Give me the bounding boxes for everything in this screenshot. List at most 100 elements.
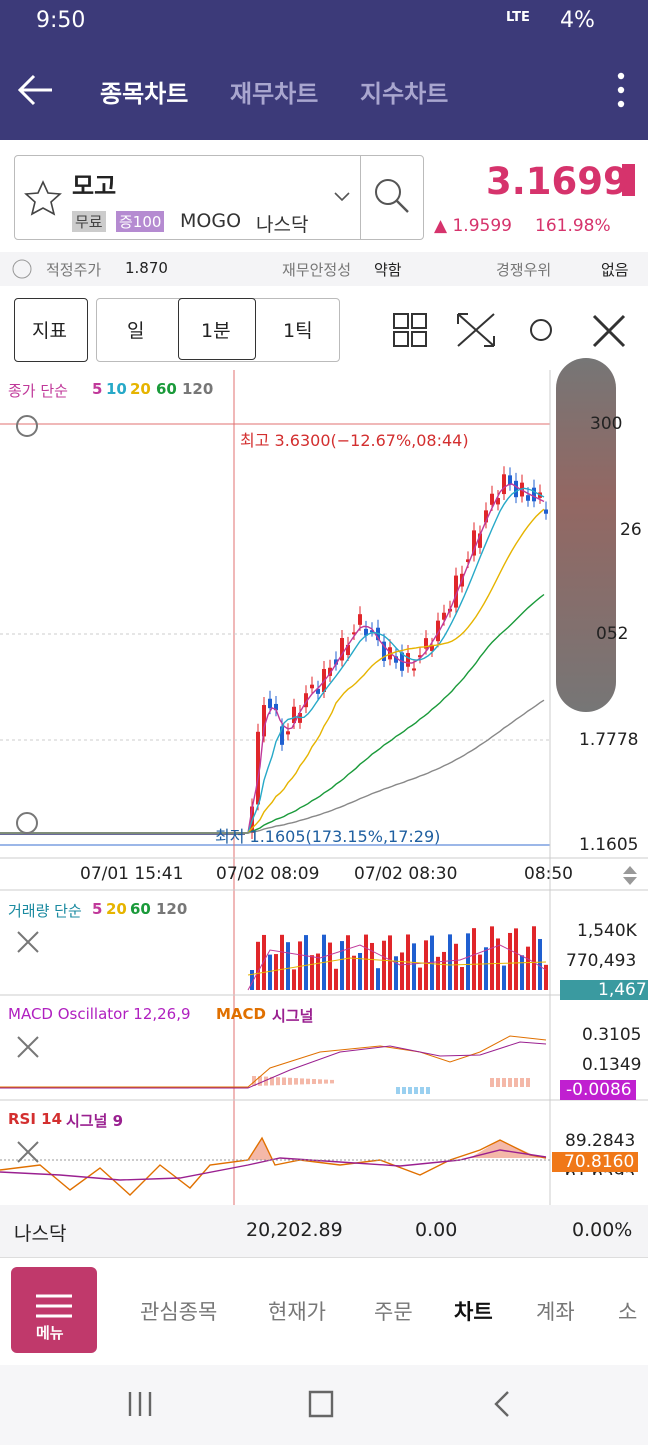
help-icon xyxy=(12,259,32,279)
search-box[interactable] xyxy=(14,155,424,240)
candle-body xyxy=(292,706,296,724)
index-row xyxy=(0,1205,648,1257)
price-axis-label: 1.1605 xyxy=(579,835,639,855)
x-axis-label: 07/02 08:30 xyxy=(354,864,458,884)
volume-bar xyxy=(520,955,524,990)
candle-body xyxy=(316,688,320,694)
tools-icon xyxy=(592,314,626,348)
macd-hist xyxy=(526,1078,530,1087)
info-label: 재무안정성 xyxy=(282,261,352,279)
gear-icon xyxy=(530,319,552,341)
candle-body xyxy=(358,614,362,625)
price-axis-label: 300 xyxy=(590,414,623,434)
indicator-button[interactable] xyxy=(14,298,88,362)
tag: 증100 xyxy=(116,211,165,232)
stock-name: 모고 xyxy=(72,172,117,200)
candle-body xyxy=(340,638,344,661)
macd-hist xyxy=(288,1077,292,1085)
volume-bar xyxy=(526,946,530,990)
price-axis-label: 1.7778 xyxy=(579,730,639,750)
volume-bar xyxy=(538,938,542,990)
candle-body xyxy=(406,653,410,667)
tool-icons xyxy=(393,313,495,347)
close-icon xyxy=(17,1141,39,1163)
candle-body xyxy=(526,495,530,501)
candle-body xyxy=(262,705,266,737)
nav-item: 관심종목 xyxy=(140,1300,218,1324)
legend-period: 60 xyxy=(156,380,177,398)
volume-bar xyxy=(286,942,290,990)
volume-bar xyxy=(292,969,296,990)
volume-bar xyxy=(268,954,272,990)
info-label: 적정주가 xyxy=(46,261,102,279)
candle-body xyxy=(490,493,494,505)
macd-hist xyxy=(312,1079,316,1084)
moving-average xyxy=(0,508,545,834)
volume-bar xyxy=(346,935,350,990)
legend-period: 10 xyxy=(106,380,127,398)
candle-body xyxy=(514,480,518,498)
candle-body xyxy=(430,645,434,651)
header xyxy=(0,0,648,140)
candle-body xyxy=(370,630,374,633)
volume-bar xyxy=(316,953,320,990)
rsi-area xyxy=(248,1138,540,1160)
volume-badge: 1,467 xyxy=(560,980,648,1000)
candle-body xyxy=(544,509,548,514)
change: ▲ 1.9599 xyxy=(434,216,512,236)
menu-button[interactable] xyxy=(11,1267,97,1353)
search-icon xyxy=(375,179,401,205)
candle-body xyxy=(286,731,290,735)
menu-label: 메뉴 xyxy=(36,1324,64,1342)
x-axis-label: 08:50 xyxy=(524,864,573,884)
search-icon xyxy=(396,200,409,213)
period-selected[interactable] xyxy=(178,298,256,360)
volume-bar xyxy=(304,935,308,990)
candle-body xyxy=(310,684,314,689)
bottom-nav xyxy=(0,1257,648,1366)
candle-body xyxy=(364,628,368,636)
index-change-pct: 0.00% xyxy=(572,1219,633,1241)
price: 3.1699 xyxy=(486,160,629,203)
macd-hist xyxy=(318,1079,322,1084)
volume-bar xyxy=(256,941,260,990)
floating-panel[interactable] xyxy=(556,358,616,712)
period: 1분 xyxy=(201,320,231,342)
change-pct: 161.98% xyxy=(535,216,611,236)
back-icon xyxy=(17,74,52,106)
macd-badge: -0.0086 xyxy=(560,1080,636,1100)
info-value: 약함 xyxy=(374,261,402,279)
candle-body xyxy=(454,575,458,608)
candle-body xyxy=(418,655,422,658)
legend-period: 20 xyxy=(130,380,151,398)
candle-body xyxy=(280,726,284,745)
volume-bar xyxy=(328,942,332,990)
candle-body xyxy=(394,656,398,663)
volume-bar xyxy=(310,955,314,990)
candle-body xyxy=(496,497,500,505)
menu-dot xyxy=(617,72,625,80)
volume-bar xyxy=(484,947,488,990)
macd-axis-label: 0.3105 xyxy=(582,1025,642,1045)
close-icon xyxy=(17,1036,39,1058)
candle-body xyxy=(304,693,308,708)
tab: 종목차트 xyxy=(100,80,189,108)
volume-bar xyxy=(514,928,518,990)
volume-bar xyxy=(364,934,368,990)
x-axis-label: 07/02 08:09 xyxy=(216,864,320,884)
rsi-badge: 70.8160 xyxy=(552,1152,639,1172)
macd-hist xyxy=(514,1078,518,1087)
menu-dot xyxy=(617,86,625,94)
scroll-arrows xyxy=(623,866,637,885)
zoom-in xyxy=(16,415,38,437)
legend-period: 5 xyxy=(92,900,103,918)
volume-ma xyxy=(247,957,547,976)
close-icon xyxy=(17,931,39,953)
macd-hist xyxy=(306,1078,310,1085)
candle-body xyxy=(424,638,428,649)
rsi-signal xyxy=(0,1149,547,1181)
volume-bar xyxy=(508,932,512,990)
macd-hist xyxy=(508,1078,512,1087)
rsi-line xyxy=(0,1136,547,1196)
